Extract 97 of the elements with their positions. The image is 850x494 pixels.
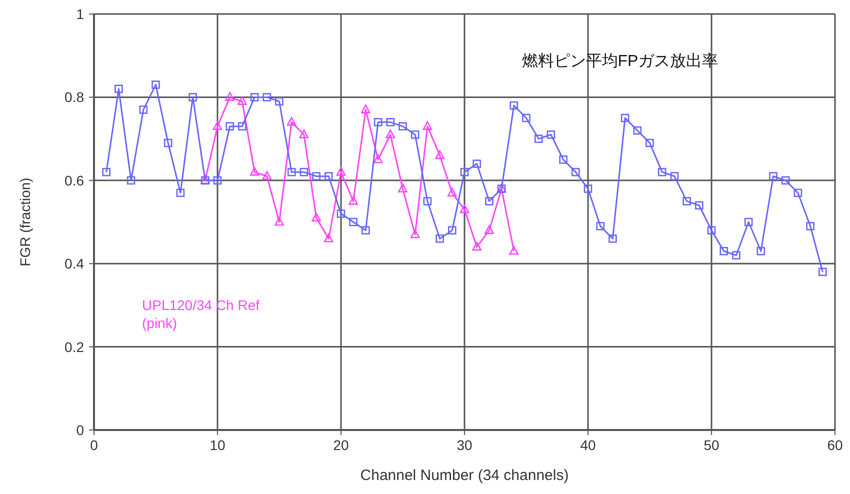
point <box>410 229 420 238</box>
point <box>448 188 457 197</box>
point <box>139 106 148 114</box>
x-tick-label: 60 <box>827 437 843 453</box>
point <box>398 122 407 130</box>
point <box>312 172 320 180</box>
point <box>361 104 370 114</box>
point <box>226 122 234 130</box>
point <box>336 166 346 176</box>
y-tick-label: 0.8 <box>64 89 84 106</box>
point <box>114 84 123 94</box>
point <box>373 154 383 164</box>
point <box>781 176 790 185</box>
point <box>460 204 470 214</box>
point <box>274 216 284 226</box>
point <box>485 197 494 206</box>
y-tick-label: 0.4 <box>64 256 84 272</box>
point <box>386 118 395 126</box>
point <box>348 196 358 205</box>
point <box>646 138 654 148</box>
point <box>102 168 110 176</box>
point <box>620 114 630 122</box>
point <box>300 168 308 176</box>
point <box>164 138 172 148</box>
point <box>336 210 346 218</box>
point <box>572 168 580 176</box>
point <box>275 97 284 106</box>
point <box>448 226 456 234</box>
point <box>682 197 691 206</box>
point <box>422 121 432 130</box>
x-axis-title: Channel Number (34 channels) <box>360 467 569 484</box>
point <box>423 197 432 206</box>
y-tick-label: 0.6 <box>64 172 84 188</box>
point <box>349 218 358 226</box>
point <box>152 80 160 89</box>
x-tick-label: 10 <box>210 437 226 453</box>
point <box>744 218 753 226</box>
point <box>472 160 481 168</box>
point <box>436 234 444 243</box>
point <box>633 126 642 135</box>
y-tick-label: 1 <box>76 6 84 22</box>
point <box>386 129 396 138</box>
annotation: (pink) <box>142 315 178 331</box>
point <box>398 184 408 192</box>
point <box>484 225 494 234</box>
point <box>262 171 272 180</box>
point <box>806 222 814 230</box>
point <box>362 226 370 234</box>
x-tick-label: 30 <box>456 437 472 453</box>
point <box>324 172 333 180</box>
point <box>212 121 222 130</box>
point <box>559 155 568 164</box>
point <box>188 93 197 102</box>
point <box>250 93 259 102</box>
x-tick-label: 20 <box>333 437 349 453</box>
point <box>176 188 185 198</box>
point <box>546 130 556 139</box>
point <box>238 122 246 130</box>
point <box>213 176 222 185</box>
point <box>238 96 247 106</box>
point <box>584 184 592 193</box>
point <box>769 172 778 180</box>
y-axis-title: FGR (fraction) <box>17 178 33 266</box>
point <box>472 242 482 251</box>
point <box>510 101 518 110</box>
point <box>596 222 604 230</box>
point <box>670 172 679 180</box>
point <box>695 201 704 210</box>
point <box>287 168 296 176</box>
point <box>707 226 716 234</box>
point <box>312 212 321 222</box>
point <box>720 246 728 256</box>
point <box>324 233 334 242</box>
point <box>534 134 543 143</box>
point <box>286 117 296 126</box>
point <box>794 188 802 198</box>
point <box>410 130 420 139</box>
point <box>732 251 740 260</box>
point <box>299 129 309 138</box>
y-tick-label: 0 <box>76 422 84 438</box>
x-tick-label: 0 <box>90 437 98 453</box>
point <box>608 234 617 243</box>
point <box>756 246 766 256</box>
point <box>126 176 136 185</box>
point <box>509 246 519 255</box>
x-tick-label: 50 <box>704 437 720 453</box>
point <box>435 150 444 160</box>
point <box>522 114 530 122</box>
point <box>658 168 666 176</box>
x-tick-label: 40 <box>580 437 596 453</box>
point <box>262 93 272 102</box>
point <box>250 166 260 176</box>
point <box>460 168 469 176</box>
point <box>818 268 827 276</box>
point <box>374 118 382 126</box>
y-tick-label: 0.2 <box>64 338 84 355</box>
point <box>225 92 234 101</box>
